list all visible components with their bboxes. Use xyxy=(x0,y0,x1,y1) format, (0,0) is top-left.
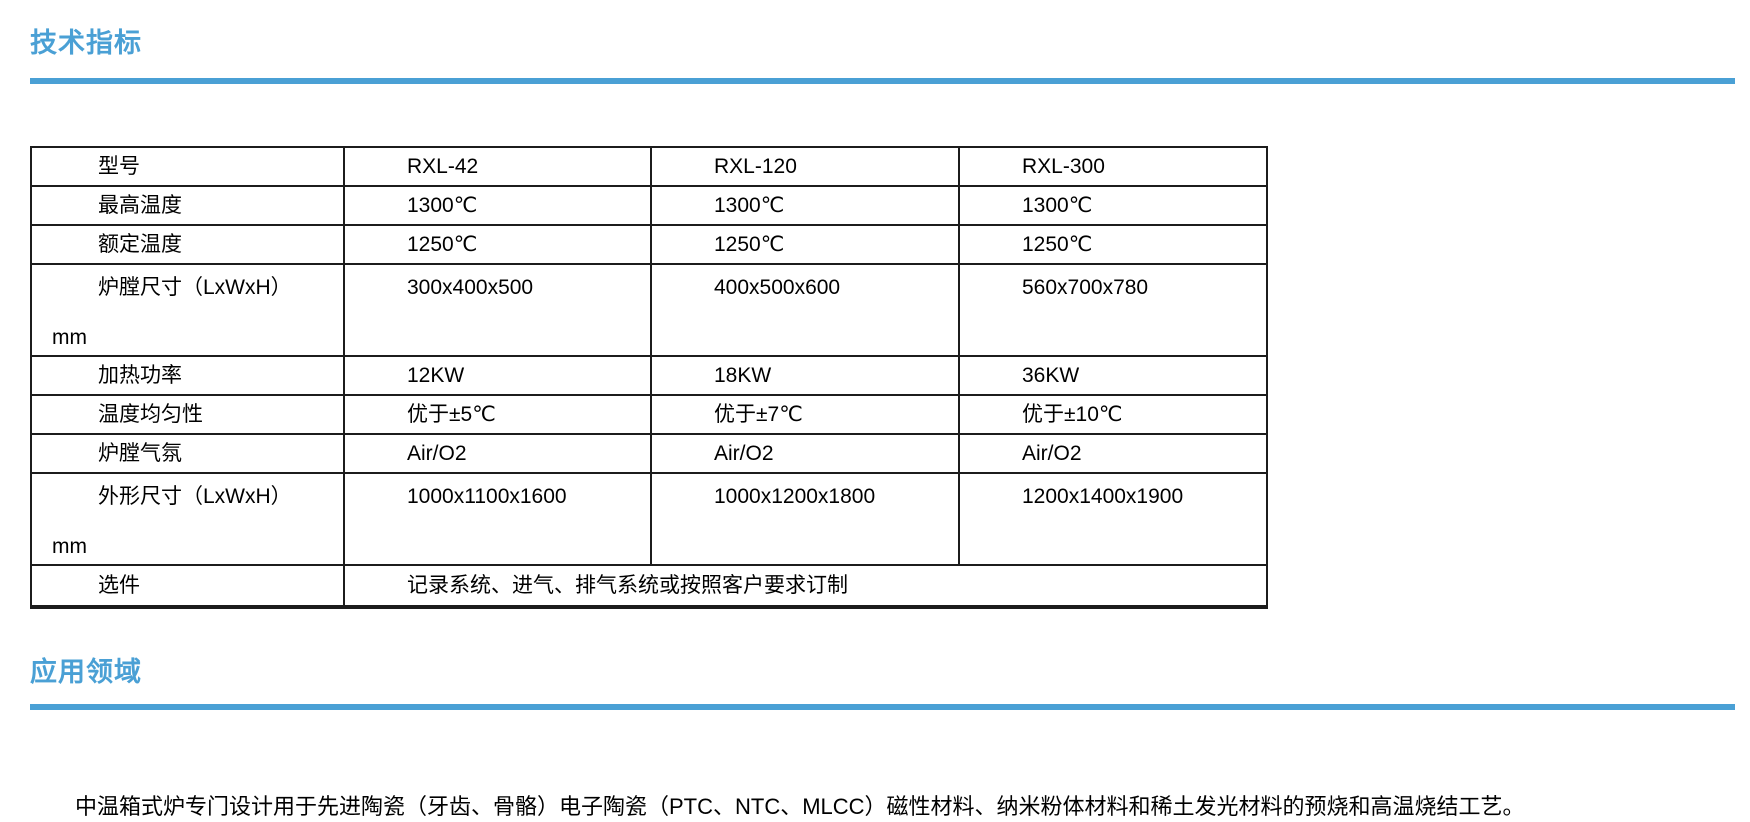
spec-table: 型号 RXL-42 RXL-120 RXL-300 最高温度 1300℃ 130… xyxy=(30,146,1268,609)
cell-value: 1300℃ xyxy=(650,185,960,226)
cell-value: 1250℃ xyxy=(958,224,1268,265)
row-label-unit: mm xyxy=(52,326,87,349)
cell-value: RXL-120 xyxy=(650,146,960,187)
table-row-model: 型号 RXL-42 RXL-120 RXL-300 xyxy=(30,146,1268,187)
table-row-max-temp: 最高温度 1300℃ 1300℃ 1300℃ xyxy=(30,185,1268,226)
cell-value: 12KW xyxy=(343,355,652,396)
application-section-title: 应用领域 xyxy=(30,657,142,687)
cell-value: 300x400x500 xyxy=(343,263,652,357)
cell-value: Air/O2 xyxy=(958,433,1268,474)
cell-value: 560x700x780 xyxy=(958,263,1268,357)
table-row-heating-power: 加热功率 12KW 18KW 36KW xyxy=(30,355,1268,396)
cell-value: 1250℃ xyxy=(343,224,652,265)
cell-value-merged: 记录系统、进气、排气系统或按照客户要求订制 xyxy=(343,564,1268,608)
row-label: 最高温度 xyxy=(30,185,345,226)
table-row-outer-size: 外形尺寸（LxWxH） mm 1000x1100x1600 1000x1200x… xyxy=(30,472,1268,566)
cell-value: 1000x1200x1800 xyxy=(650,472,960,566)
cell-value: 36KW xyxy=(958,355,1268,396)
cell-value: 18KW xyxy=(650,355,960,396)
cell-value: 1300℃ xyxy=(343,185,652,226)
table-row-uniformity: 温度均匀性 优于±5℃ 优于±7℃ 优于±10℃ xyxy=(30,394,1268,435)
row-label: 外形尺寸（LxWxH） mm xyxy=(30,472,345,566)
row-label: 炉膛气氛 xyxy=(30,433,345,474)
cell-value: 优于±5℃ xyxy=(343,394,652,435)
cell-value: 优于±7℃ xyxy=(650,394,960,435)
row-label-unit: mm xyxy=(52,535,87,558)
spec-section-title: 技术指标 xyxy=(30,28,142,58)
row-label: 选件 xyxy=(30,564,345,608)
cell-value: Air/O2 xyxy=(650,433,960,474)
row-label: 炉膛尺寸（LxWxH） mm xyxy=(30,263,345,357)
cell-value: RXL-300 xyxy=(958,146,1268,187)
cell-value: 400x500x600 xyxy=(650,263,960,357)
cell-value: 优于±10℃ xyxy=(958,394,1268,435)
row-label: 温度均匀性 xyxy=(30,394,345,435)
table-row-atmosphere: 炉膛气氛 Air/O2 Air/O2 Air/O2 xyxy=(30,433,1268,474)
table-row-chamber-size: 炉膛尺寸（LxWxH） mm 300x400x500 400x500x600 5… xyxy=(30,263,1268,357)
cell-value: 1200x1400x1900 xyxy=(958,472,1268,566)
table-row-options: 选件 记录系统、进气、排气系统或按照客户要求订制 xyxy=(30,564,1268,608)
application-section-divider xyxy=(30,704,1735,710)
cell-value: 1300℃ xyxy=(958,185,1268,226)
row-label: 额定温度 xyxy=(30,224,345,265)
row-label: 型号 xyxy=(30,146,345,187)
cell-value: 1000x1100x1600 xyxy=(343,472,652,566)
table-row-rated-temp: 额定温度 1250℃ 1250℃ 1250℃ xyxy=(30,224,1268,265)
application-description: 中温箱式炉专门设计用于先进陶瓷（牙齿、骨骼）电子陶瓷（PTC、NTC、MLCC）… xyxy=(75,794,1525,819)
spec-section-divider xyxy=(30,78,1735,84)
cell-value: 1250℃ xyxy=(650,224,960,265)
cell-value: RXL-42 xyxy=(343,146,652,187)
cell-value: Air/O2 xyxy=(343,433,652,474)
row-label: 加热功率 xyxy=(30,355,345,396)
